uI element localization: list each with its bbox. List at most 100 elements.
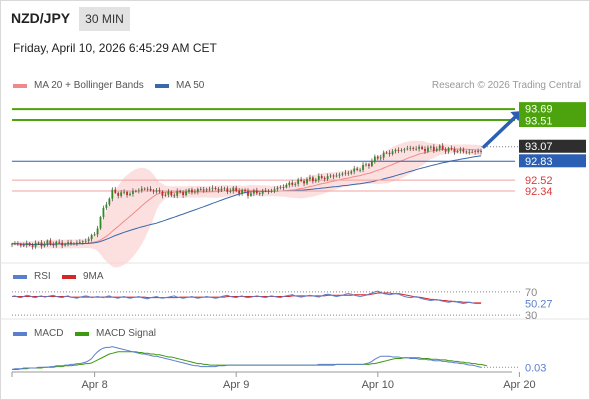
candle-body <box>329 175 332 177</box>
candle-body <box>309 177 311 180</box>
candle-body <box>140 188 143 191</box>
legend-swatch <box>155 83 169 88</box>
macd-line <box>11 346 482 370</box>
candle-body <box>179 191 182 193</box>
candle-body <box>347 172 350 174</box>
candle-body <box>58 241 61 243</box>
x-tick-label: Apr 10 <box>362 379 394 391</box>
candle-body <box>356 168 359 170</box>
level-label-93.69: 93.69 <box>525 104 553 116</box>
candle-body <box>326 176 329 180</box>
level-label-92.52: 92.52 <box>525 175 553 187</box>
candle-body <box>205 189 208 191</box>
copyright-credit: Research © 2026 Trading Central <box>431 80 581 91</box>
candle-body <box>78 241 81 243</box>
level-box-93.51 <box>519 114 586 128</box>
candle-body <box>28 243 31 246</box>
candle-body <box>220 188 223 191</box>
candle-body <box>176 191 179 196</box>
candle-body <box>480 150 482 153</box>
candle-body <box>146 188 149 190</box>
candle-body <box>447 148 450 152</box>
candle-body <box>373 156 376 162</box>
candle-body <box>291 182 294 185</box>
candle-body <box>459 149 462 151</box>
timeframe-badge[interactable]: 30 MIN <box>79 7 130 31</box>
candle-body <box>344 172 347 174</box>
candle-body <box>300 179 302 181</box>
level-label-93.51: 93.51 <box>525 116 553 128</box>
candle-body <box>191 189 193 193</box>
candle-body <box>93 234 96 236</box>
candle-body <box>362 164 364 170</box>
candle-body <box>312 177 314 182</box>
candle-body <box>96 228 99 235</box>
legend-swatch <box>13 331 27 336</box>
candle-body <box>247 191 249 196</box>
candle-body <box>70 242 72 244</box>
candle-body <box>182 192 184 196</box>
candle-body <box>391 151 394 155</box>
candle-body <box>161 191 164 196</box>
candle-body <box>226 188 229 192</box>
candle-body <box>17 243 19 245</box>
candle-body <box>214 187 217 190</box>
candle-body <box>371 161 373 167</box>
candle-body <box>264 190 267 192</box>
candle-body <box>279 187 282 188</box>
candle-body <box>430 146 432 148</box>
candle-body <box>173 195 176 197</box>
candle-body <box>379 157 382 159</box>
candle-body <box>403 149 406 151</box>
candle-body <box>55 241 58 246</box>
candle-body <box>241 190 243 194</box>
candle-body <box>474 151 477 152</box>
legend-label: MACD <box>34 328 64 339</box>
candle-body <box>52 244 55 246</box>
candle-body <box>282 187 285 188</box>
x-tick-label: Apr 8 <box>81 379 107 391</box>
candle-body <box>261 190 264 194</box>
level-box-93.69 <box>519 102 586 116</box>
candle-body <box>273 189 276 191</box>
candle-body <box>332 175 335 177</box>
candle-body <box>412 147 415 149</box>
candle-body <box>135 190 137 192</box>
candle-body <box>397 149 400 151</box>
candle-body <box>317 176 320 180</box>
candle-body <box>114 189 117 193</box>
candle-body <box>406 148 409 150</box>
candle-body <box>185 191 187 196</box>
candle-body <box>335 175 338 177</box>
legend-swatch <box>62 274 76 279</box>
candle-body <box>81 241 84 243</box>
candle-body <box>427 147 429 152</box>
candle-body <box>152 190 155 192</box>
candle-body <box>341 173 344 175</box>
candle-body <box>323 177 326 180</box>
candle-body <box>359 169 361 171</box>
candle-body <box>456 150 459 153</box>
candle-body <box>385 152 388 154</box>
bollinger-band <box>12 140 482 268</box>
candle-body <box>258 193 261 195</box>
candle-body <box>87 239 90 241</box>
candles <box>11 143 482 250</box>
candle-body <box>250 193 252 196</box>
candle-body <box>477 151 479 153</box>
candle-body <box>306 179 308 184</box>
candle-body <box>400 150 403 152</box>
candle-body <box>294 183 297 185</box>
candle-body <box>424 148 426 152</box>
candle-body <box>167 191 170 195</box>
chart-datetime: Friday, April 10, 2026 6:45:29 AM CET <box>13 41 217 55</box>
legend-label: MA 50 <box>176 80 205 91</box>
candle-body <box>126 191 128 196</box>
level-label-93.07: 93.07 <box>525 141 553 153</box>
candle-body <box>244 190 246 192</box>
legend-item-rsi: RSI <box>13 271 51 282</box>
candle-body <box>441 145 444 150</box>
candle-body <box>338 174 341 176</box>
candle-body <box>84 240 87 242</box>
